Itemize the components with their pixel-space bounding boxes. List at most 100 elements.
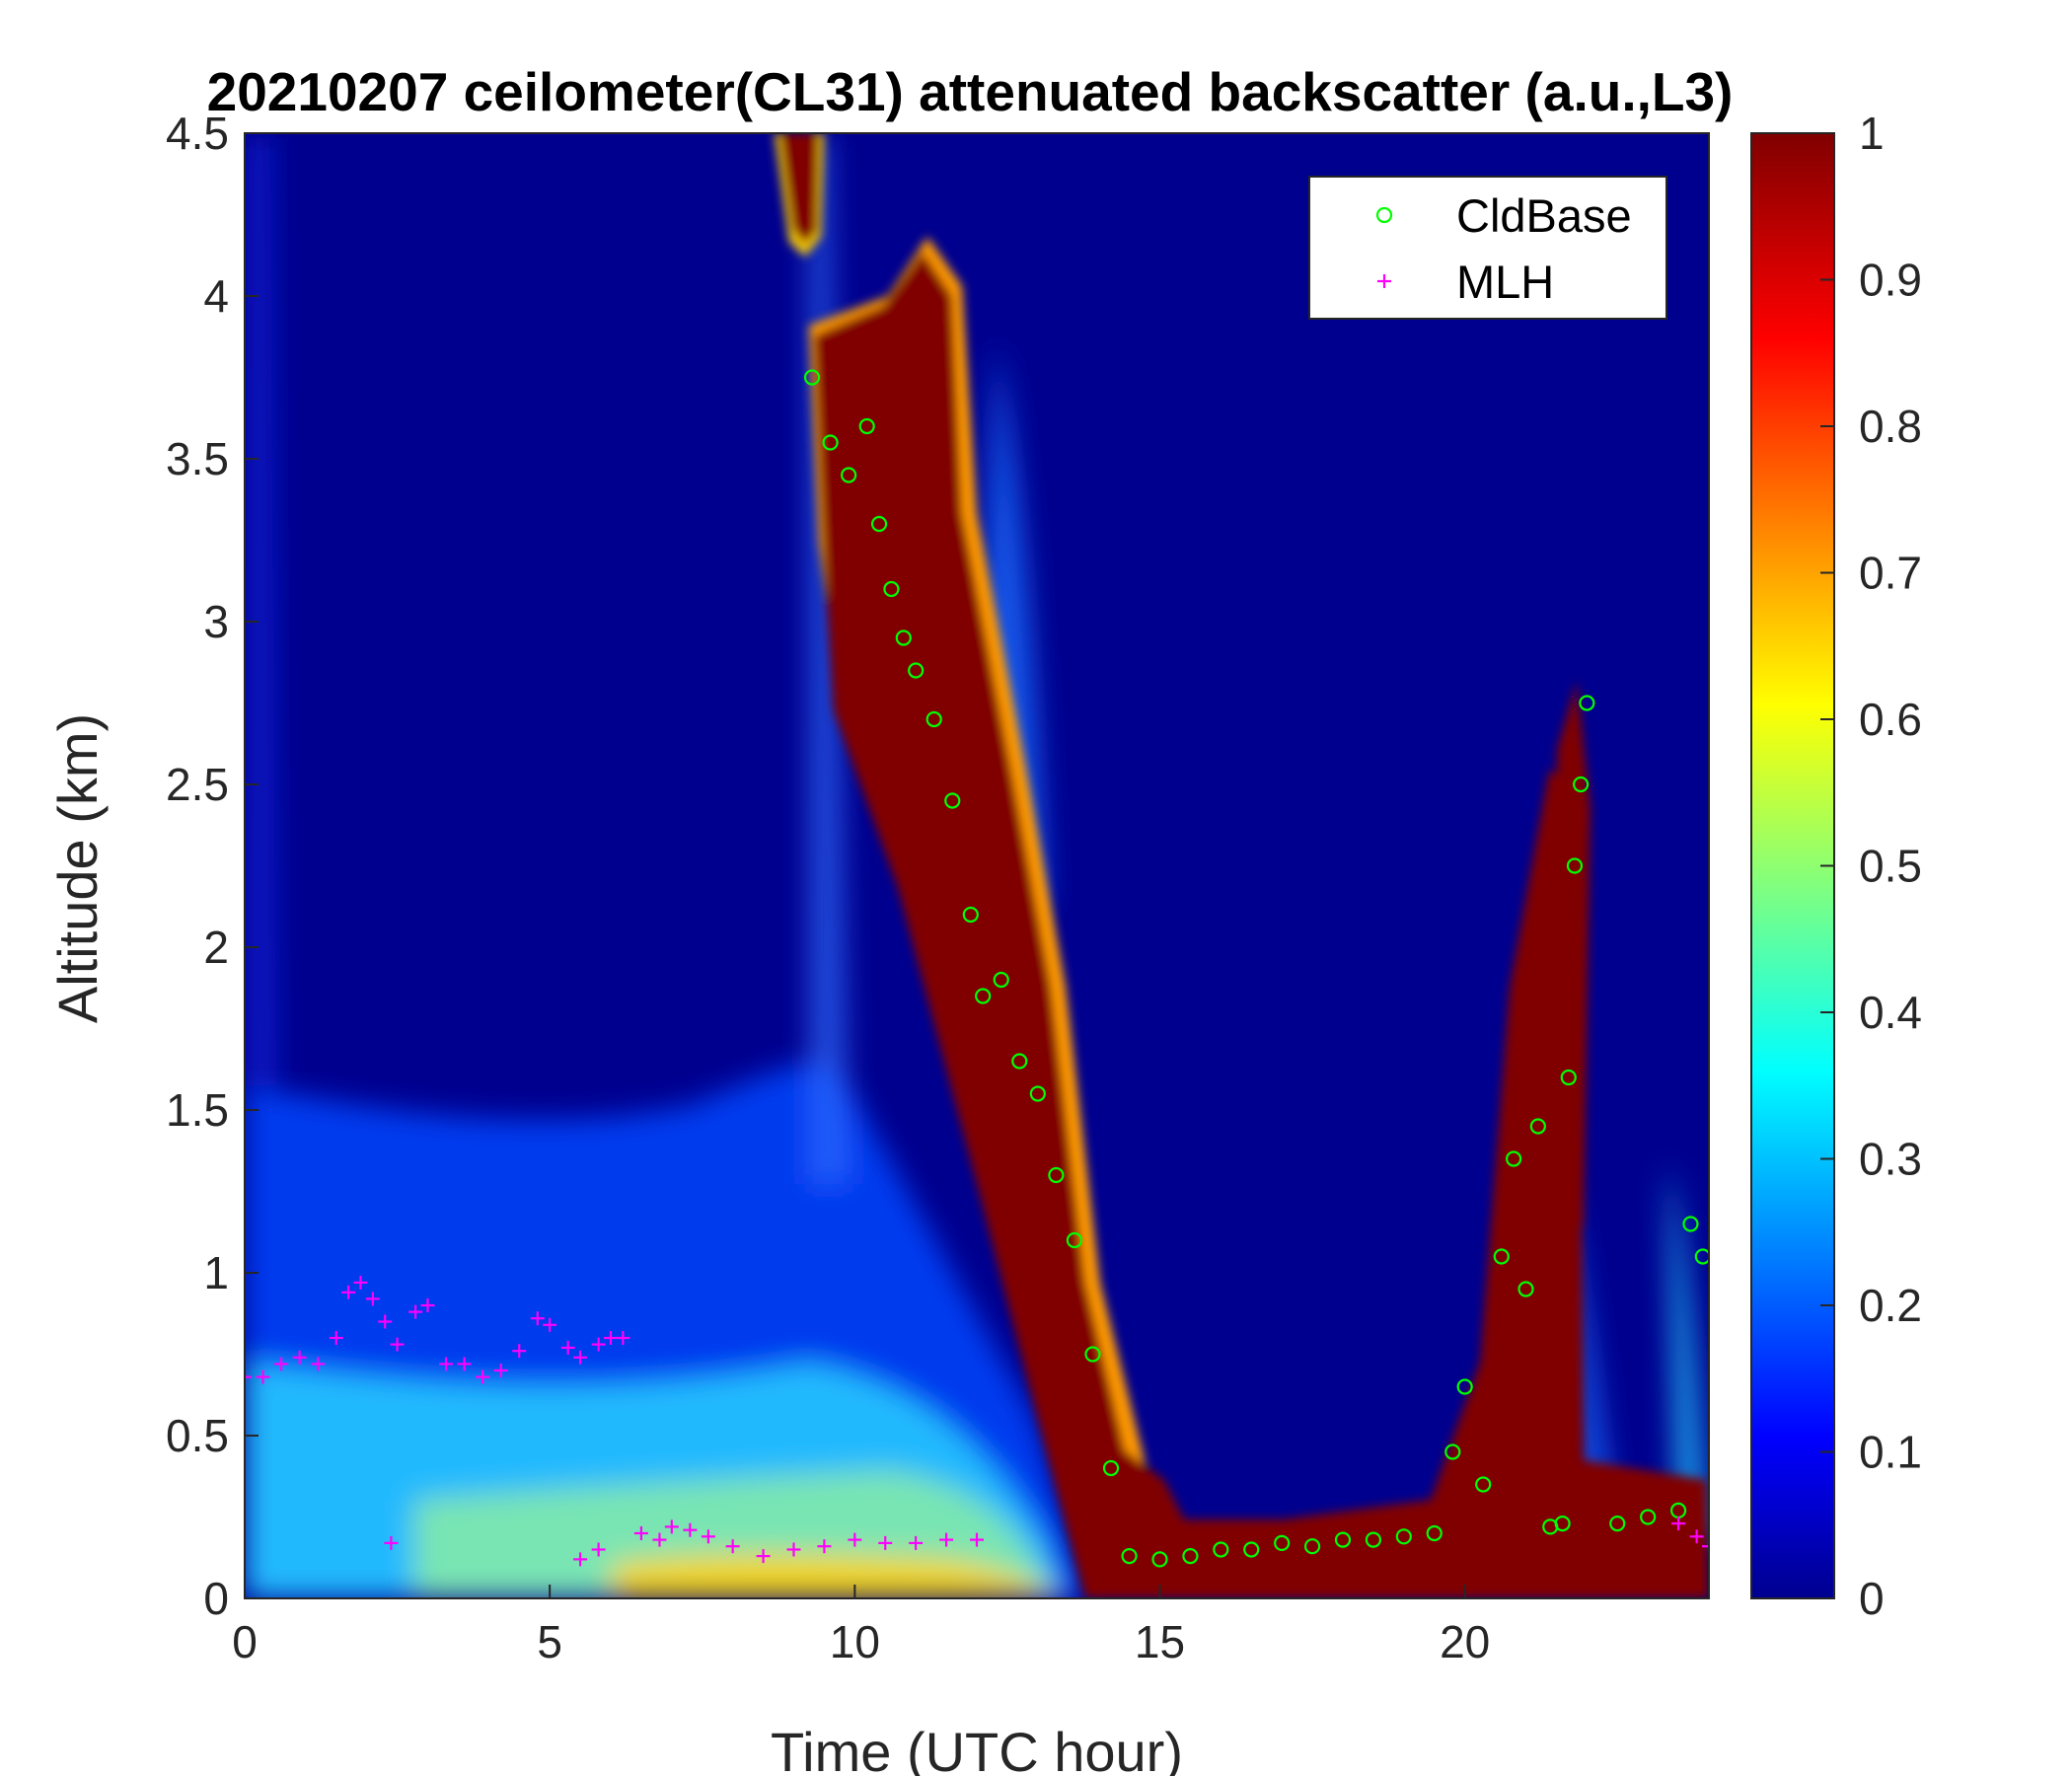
colorbar-tick-label: 0.5 [1859, 841, 1922, 892]
x-tick-label: 20 [1440, 1616, 1490, 1667]
cldbase-point [1011, 1053, 1028, 1070]
mlh-point [329, 1331, 343, 1345]
mlh-point [493, 1364, 508, 1377]
colorbar-tick-label: 0.1 [1859, 1427, 1922, 1478]
mlh-point [365, 1292, 380, 1306]
mlh-point [378, 1314, 393, 1329]
cldbase-point [1182, 1547, 1199, 1565]
cldbase-point [1566, 857, 1584, 874]
mlh-point [341, 1285, 356, 1299]
series-layer [245, 369, 1709, 1568]
y-tick-label: 0 [203, 1573, 229, 1624]
plot-frame [244, 132, 1710, 1599]
mlh-point [560, 1340, 575, 1355]
cldbase-point [858, 417, 875, 435]
mlh-point [573, 1552, 588, 1567]
cldbase-point [1243, 1541, 1260, 1558]
cldbase-point [1517, 1281, 1534, 1297]
colorbar-tick-label: 0.7 [1859, 548, 1922, 599]
mlh-point [543, 1317, 557, 1332]
colorbar-tick-label: 0.8 [1859, 401, 1922, 452]
colorbar-tick-label: 0 [1859, 1573, 1885, 1624]
cldbase-point [1444, 1443, 1461, 1460]
cldbase-point [822, 434, 839, 451]
convective-cloud [1554, 681, 1591, 1283]
mlh-point [353, 1275, 368, 1290]
cldbase-point [975, 988, 992, 1004]
mlh-point [420, 1298, 435, 1312]
high-cloud [779, 133, 819, 245]
y-axis: 0 0.5 1 1.5 2 2.5 3 3.5 4 4.5 [166, 108, 259, 1624]
y-tick-label: 3 [203, 596, 229, 647]
cldbase-point [1213, 1541, 1229, 1558]
cldbase-point [1640, 1509, 1657, 1525]
cloud-band [814, 252, 1709, 1598]
cldbase-point [1456, 1378, 1473, 1395]
mlh-point [591, 1337, 606, 1352]
x-tick-label: 10 [830, 1616, 880, 1667]
cldbase-point [1529, 1118, 1546, 1135]
mlh-point [384, 1535, 399, 1550]
cldbase-point [1579, 695, 1595, 711]
mlh-point [256, 1369, 270, 1384]
x-tick-label: 15 [1135, 1616, 1185, 1667]
mlh-point [725, 1539, 740, 1554]
mlh-point [530, 1311, 545, 1326]
y-axis-label: Altitude (km) [46, 713, 109, 1023]
colorbar: 0 0.1 0.2 0.3 0.4 0.5 0.6 0.7 0.8 0.9 1 [1750, 108, 1922, 1624]
legend: CldBase MLH [1308, 176, 1667, 320]
x-axis: 0 5 10 15 20 [232, 1585, 1490, 1667]
cldbase-point [870, 515, 888, 533]
mlh-point [512, 1344, 527, 1359]
cldbase-point [1121, 1547, 1138, 1565]
mlh-point [439, 1357, 454, 1371]
mlh-point [616, 1331, 630, 1345]
mlh-point [970, 1532, 984, 1547]
colorbar-tick-label: 0.6 [1859, 694, 1922, 745]
cldbase-point [1334, 1531, 1352, 1548]
cldbase-point [925, 710, 942, 728]
colorbar-tick-label: 0.9 [1859, 255, 1922, 306]
legend-mlh-label: MLH [1456, 256, 1554, 308]
cldbase-point [1475, 1476, 1492, 1493]
cldbase-point [1493, 1248, 1510, 1265]
y-tick-label: 4 [203, 270, 229, 322]
legend-mlh-marker [1377, 274, 1391, 288]
mlh-point [683, 1522, 698, 1537]
mlh-point [652, 1532, 667, 1547]
mlh-point [245, 1369, 252, 1384]
cldbase-point [1029, 1085, 1046, 1102]
x-tick-label: 0 [232, 1616, 258, 1667]
colorbar-tick-label: 0.3 [1859, 1134, 1922, 1185]
cldbase-point [944, 792, 961, 809]
mlh-point [633, 1526, 648, 1540]
cldbase-point [1066, 1231, 1083, 1249]
cldbase-point [1274, 1534, 1291, 1552]
mlh-point [939, 1532, 954, 1547]
colorbar-tick-label: 0.4 [1859, 987, 1922, 1038]
mlh-point [786, 1542, 801, 1557]
cldbase-point [1048, 1166, 1065, 1184]
cldbase-point [1682, 1216, 1699, 1232]
cldbase-point [1554, 1515, 1571, 1532]
mlh-point [476, 1369, 490, 1384]
x-tick-label: 5 [537, 1616, 562, 1667]
cldbase-point [1609, 1515, 1626, 1532]
mlh-point [591, 1542, 606, 1557]
cldbase-point [1303, 1538, 1321, 1555]
x-axis-label: Time (UTC hour) [771, 1721, 1183, 1776]
mlh-point [909, 1535, 924, 1550]
cloud-layers [775, 133, 1709, 1598]
cldbase-point [803, 369, 821, 386]
mlh-point [390, 1337, 405, 1352]
cldbase-point [895, 629, 912, 646]
cldbase-point [1426, 1524, 1443, 1542]
mlh-point [1702, 1539, 1709, 1554]
cldbase-point [1395, 1528, 1412, 1545]
mlh-point [664, 1519, 679, 1534]
mlh-point [1671, 1517, 1686, 1531]
y-tick-label: 2.5 [166, 759, 229, 810]
y-tick-label: 0.5 [166, 1410, 229, 1461]
mlh-point [573, 1350, 588, 1365]
